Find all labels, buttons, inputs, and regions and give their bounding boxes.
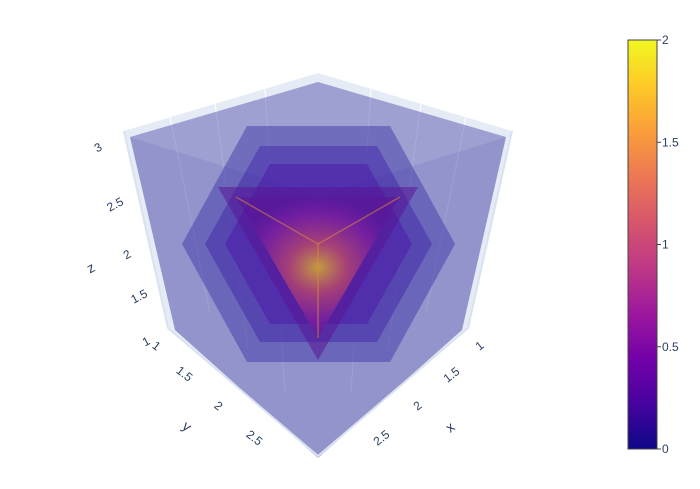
back-wall-right bbox=[318, 73, 512, 456]
y-tick-label: 2.5 bbox=[244, 427, 266, 449]
x-tick-label: 2 bbox=[411, 398, 425, 413]
colorbar: 0 0.5 1 1.5 2 bbox=[627, 33, 679, 456]
z-axis-title: z bbox=[84, 259, 98, 276]
colorbar-ticks: 0 0.5 1 1.5 2 bbox=[657, 33, 679, 456]
colorbar-tick-label: 2 bbox=[662, 33, 669, 47]
x-axis-title: x bbox=[442, 419, 457, 436]
outer-face-top bbox=[130, 82, 506, 195]
z-tick-label: 2 bbox=[121, 247, 134, 263]
x-tick-label: 1 bbox=[473, 338, 487, 353]
y-axis-title: y bbox=[179, 418, 194, 435]
z-tick-label: 3 bbox=[92, 140, 105, 156]
y-tick-label: 1 bbox=[150, 338, 164, 353]
back-wall-left bbox=[124, 73, 318, 456]
axes-edges bbox=[123, 130, 513, 458]
colorbar-tick-label: 1 bbox=[662, 238, 669, 252]
z-tick-label: 1.5 bbox=[128, 286, 150, 306]
z-tick-label: 2.5 bbox=[104, 194, 126, 214]
colorbar-tick-label: 0.5 bbox=[662, 340, 679, 354]
colorbar-bar bbox=[627, 39, 658, 450]
x-tick-label: 2.5 bbox=[371, 427, 393, 449]
isosurface-core bbox=[218, 187, 418, 360]
colorbar-tick-label: 1.5 bbox=[662, 135, 679, 149]
x-tick-label: 1.5 bbox=[441, 364, 463, 386]
y-tick-label: 2 bbox=[212, 398, 226, 413]
core-facets bbox=[235, 196, 401, 338]
y-tick-label: 1.5 bbox=[174, 363, 196, 385]
colorbar-tick-label: 0 bbox=[662, 442, 669, 456]
